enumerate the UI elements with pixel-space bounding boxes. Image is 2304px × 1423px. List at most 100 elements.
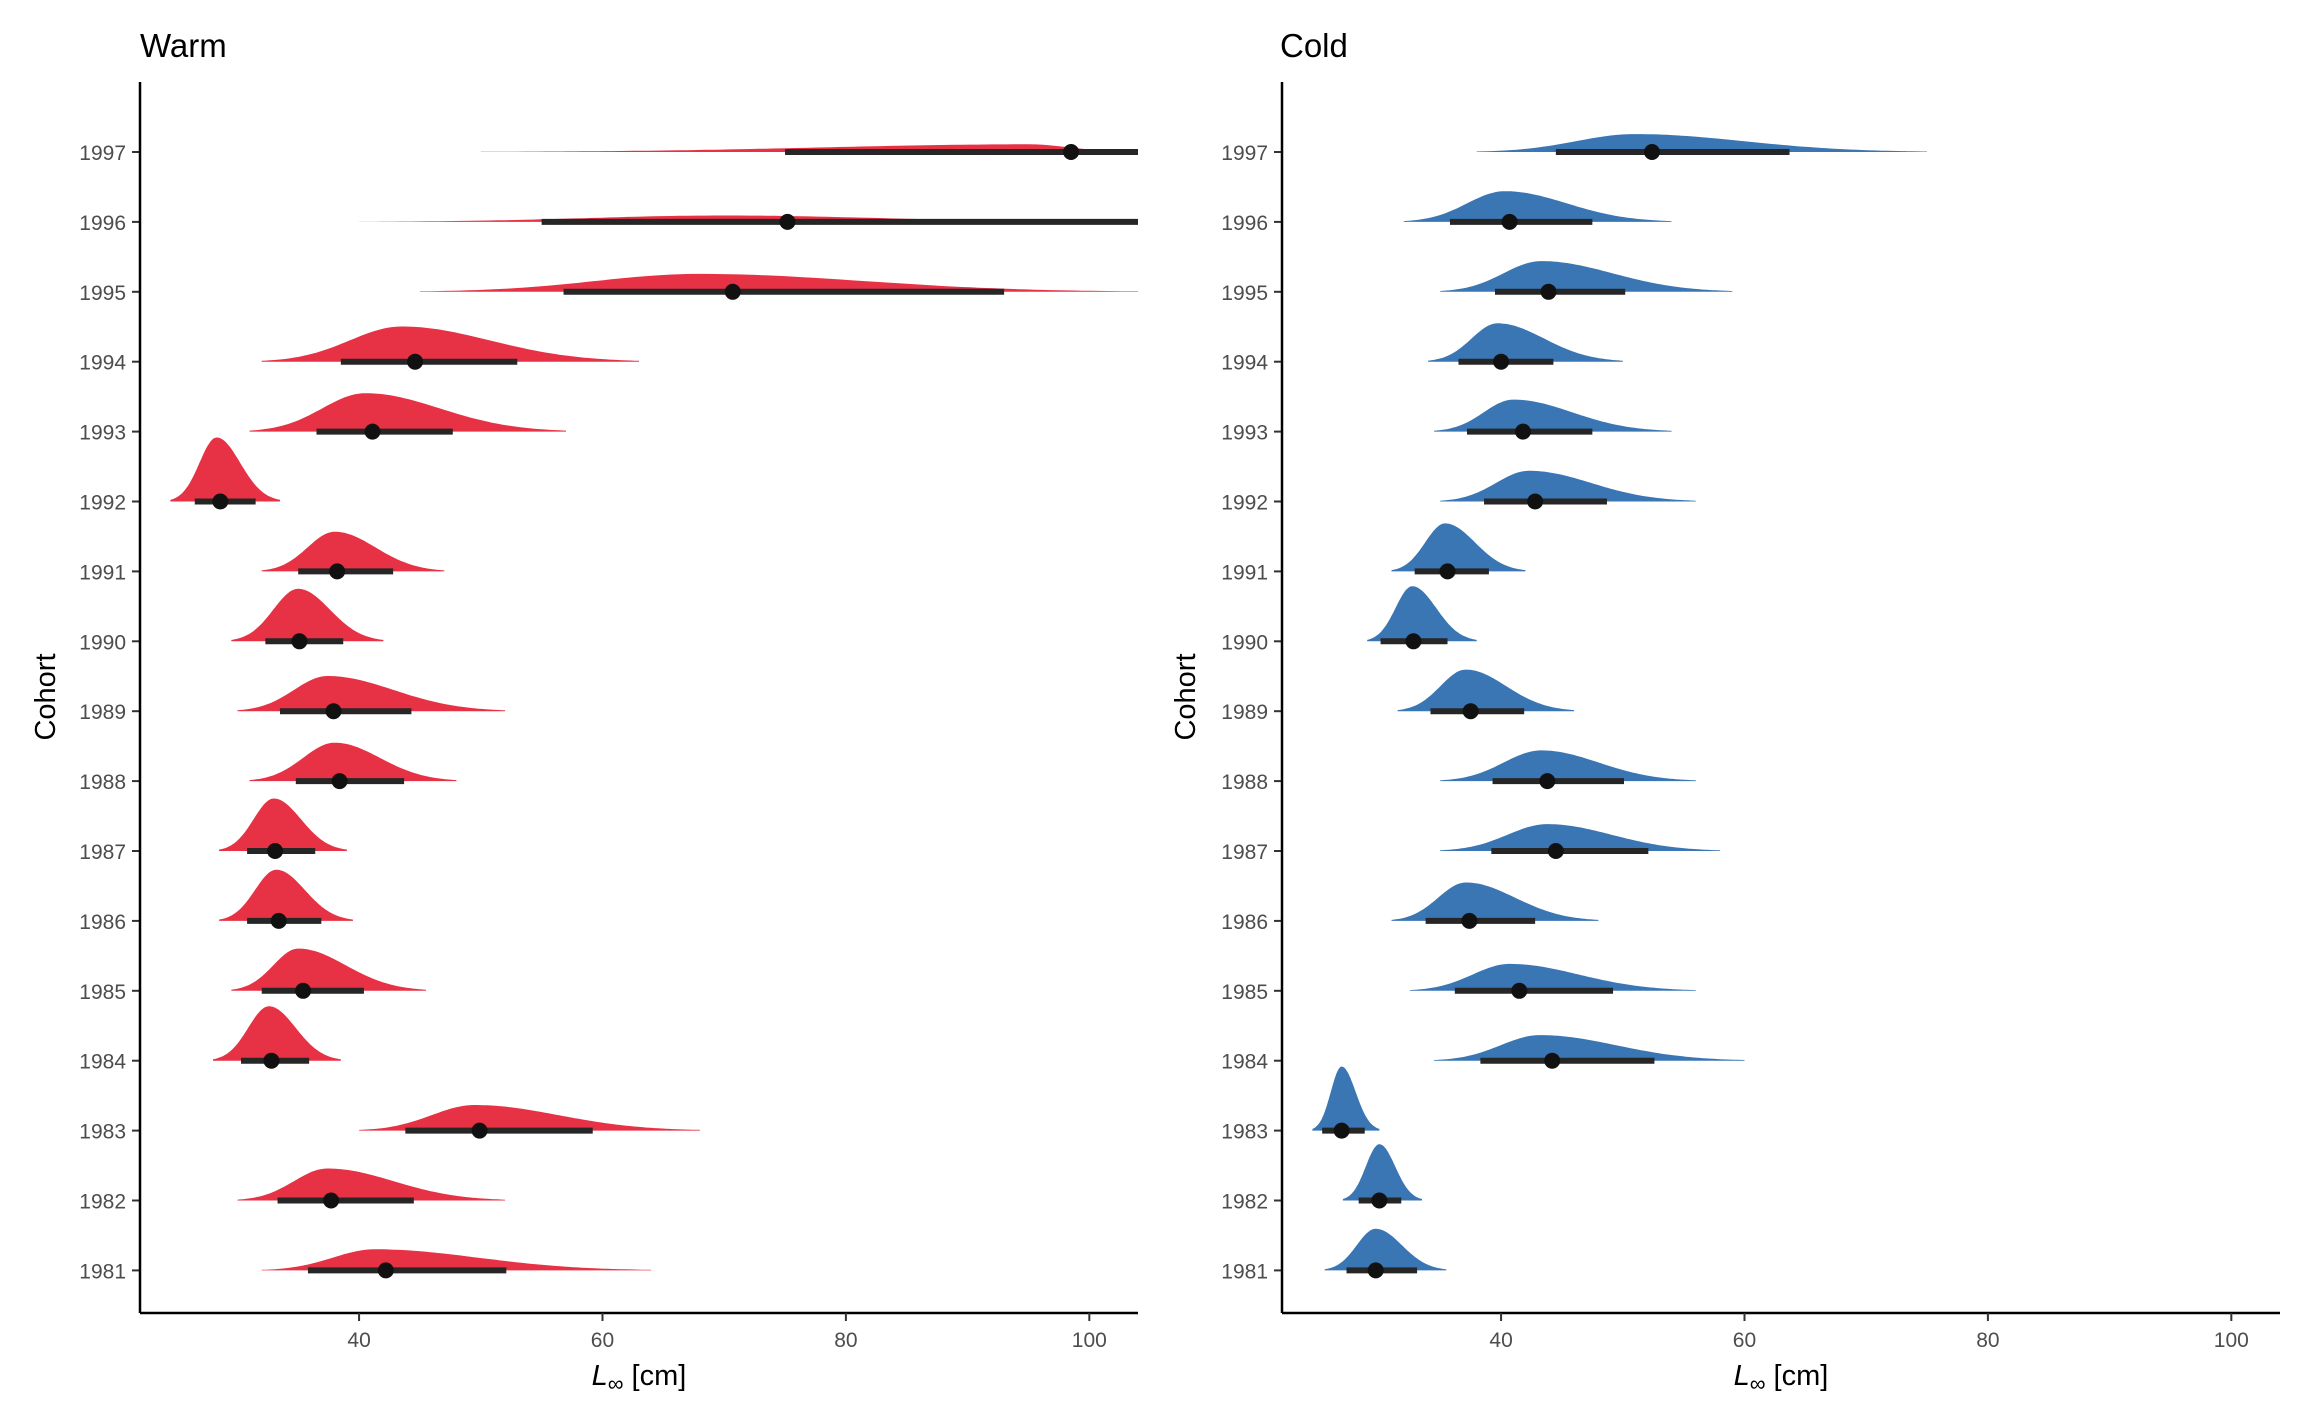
density-warm-1994: [261, 326, 639, 362]
density-cold-1997: [1476, 134, 1927, 152]
density-warm-1981: [261, 1249, 652, 1271]
density-warm-1988: [249, 742, 457, 782]
density-warm-1985: [231, 948, 426, 991]
y-tick-label-warm-1984: 1984: [79, 1051, 126, 1074]
median-point-cold-1982: [1371, 1192, 1388, 1209]
x-tick-label-cold-80: 80: [1976, 1329, 1999, 1352]
y-tick-label-cold-1996: 1996: [1221, 212, 1268, 235]
y-tick-label-warm-1996: 1996: [79, 212, 126, 235]
density-warm-1987: [219, 798, 347, 851]
density-warm-1989: [237, 676, 506, 712]
density-cold-1996: [1403, 191, 1672, 222]
median-point-cold-1983: [1333, 1122, 1350, 1139]
y-tick-label-warm-1997: 1997: [79, 142, 126, 165]
median-point-warm-1995: [724, 283, 741, 300]
density-warm-1982: [237, 1168, 506, 1201]
median-point-cold-1989: [1462, 703, 1479, 720]
median-point-warm-1991: [329, 563, 346, 580]
median-point-cold-1988: [1539, 773, 1556, 790]
density-cold-1987: [1440, 824, 1721, 851]
median-point-cold-1992: [1527, 493, 1544, 510]
median-point-warm-1983: [471, 1122, 488, 1139]
panel-warm-xlabel-subscript: ∞: [608, 1371, 624, 1396]
y-tick-label-cold-1983: 1983: [1221, 1121, 1268, 1144]
y-tick-label-warm-1992: 1992: [79, 492, 126, 515]
density-cold-1983: [1312, 1066, 1380, 1131]
x-tick-label-warm-80: 80: [834, 1329, 857, 1352]
median-point-cold-1996: [1501, 213, 1518, 230]
y-tick-label-cold-1988: 1988: [1221, 771, 1268, 794]
median-point-warm-1984: [263, 1052, 280, 1069]
density-warm-1991: [261, 531, 445, 572]
density-cold-1985: [1409, 963, 1696, 991]
median-point-warm-1992: [212, 493, 229, 510]
x-tick-label-cold-100: 100: [2214, 1329, 2249, 1352]
median-point-warm-1996: [779, 213, 796, 230]
y-tick-label-cold-1986: 1986: [1221, 911, 1268, 934]
y-tick-label-cold-1991: 1991: [1221, 561, 1268, 584]
median-point-warm-1987: [267, 843, 284, 859]
y-tick-label-warm-1986: 1986: [79, 911, 126, 934]
y-tick-label-warm-1981: 1981: [79, 1260, 126, 1283]
panel-warm-xlabel-unit: [cm]: [623, 1360, 686, 1392]
median-point-warm-1988: [331, 773, 348, 790]
median-point-cold-1994: [1493, 353, 1510, 370]
density-cold-1988: [1440, 750, 1696, 782]
panel-cold-marks: [1312, 134, 1927, 1279]
panel-cold-xlabel: L∞ [cm]: [1734, 1360, 1829, 1396]
y-tick-label-cold-1997: 1997: [1221, 142, 1268, 165]
median-point-warm-1986: [270, 912, 287, 929]
median-point-cold-1985: [1511, 982, 1528, 999]
density-warm-1986: [219, 869, 353, 921]
median-point-cold-1986: [1461, 912, 1478, 929]
density-warm-1992: [170, 437, 280, 502]
panel-cold-xlabel-subscript: ∞: [1750, 1371, 1766, 1396]
y-tick-label-warm-1993: 1993: [79, 422, 126, 445]
median-point-cold-1984: [1544, 1052, 1561, 1069]
panel-warm-marks: [170, 144, 1138, 1279]
density-warm-1993: [249, 393, 566, 432]
y-tick-label-warm-1994: 1994: [79, 352, 126, 375]
median-point-cold-1995: [1540, 283, 1557, 300]
density-cold-1993: [1434, 399, 1672, 432]
median-point-cold-1981: [1367, 1262, 1384, 1279]
median-point-cold-1991: [1439, 563, 1456, 580]
median-point-cold-1997: [1643, 144, 1660, 160]
y-tick-label-cold-1987: 1987: [1221, 841, 1268, 864]
x-tick-label-warm-60: 60: [591, 1329, 614, 1352]
density-cold-1981: [1324, 1228, 1447, 1271]
y-tick-label-warm-1985: 1985: [79, 981, 126, 1004]
density-cold-1995: [1440, 261, 1733, 292]
y-tick-label-warm-1982: 1982: [79, 1191, 126, 1214]
x-tick-label-cold-60: 60: [1733, 1329, 1756, 1352]
y-tick-label-cold-1990: 1990: [1221, 631, 1268, 654]
density-warm-1995: [419, 273, 1138, 292]
y-tick-label-cold-1982: 1982: [1221, 1191, 1268, 1214]
median-point-warm-1982: [323, 1192, 340, 1209]
y-tick-label-cold-1984: 1984: [1221, 1051, 1268, 1074]
y-tick-label-warm-1987: 1987: [79, 841, 126, 864]
median-point-warm-1997: [1063, 144, 1080, 160]
y-tick-label-warm-1989: 1989: [79, 701, 126, 724]
density-cold-1991: [1391, 523, 1526, 572]
median-point-warm-1994: [407, 353, 424, 370]
panel-cold: Cold 1997 1996 1995 1994 1993 1992 1991 1990 198…: [1170, 27, 2280, 1396]
y-tick-label-cold-1985: 1985: [1221, 981, 1268, 1004]
median-point-warm-1993: [364, 423, 381, 440]
density-warm-1990: [231, 588, 384, 642]
density-cold-1982: [1342, 1144, 1422, 1201]
y-tick-label-cold-1981: 1981: [1221, 1260, 1268, 1283]
y-tick-label-cold-1995: 1995: [1221, 282, 1268, 305]
panel-cold-xlabel-symbol: L: [1734, 1360, 1750, 1392]
x-tick-label-warm-100: 100: [1072, 1329, 1107, 1352]
y-tick-label-cold-1992: 1992: [1221, 492, 1268, 515]
y-tick-label-warm-1995: 1995: [79, 282, 126, 305]
panel-cold-plot: 1997 1996 1995 1994 1993 1992 1991 1990 1989 1988…: [1221, 82, 2280, 1352]
density-cold-1994: [1428, 323, 1623, 362]
y-tick-label-cold-1993: 1993: [1221, 422, 1268, 445]
density-cold-1984: [1434, 1035, 1745, 1061]
density-warm-1983: [359, 1105, 700, 1131]
panel-cold-ylabel: Cohort: [1170, 653, 1202, 740]
x-tick-label-warm-40: 40: [347, 1329, 370, 1352]
